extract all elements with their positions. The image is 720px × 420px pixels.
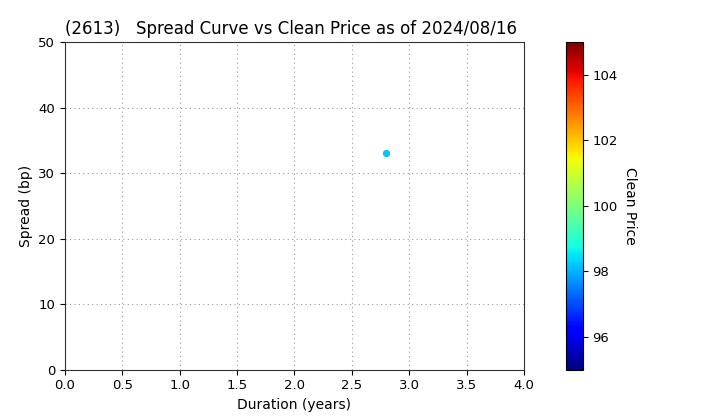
Point xyxy=(381,150,392,157)
Text: (2613)   Spread Curve vs Clean Price as of 2024/08/16: (2613) Spread Curve vs Clean Price as of… xyxy=(65,20,517,38)
Y-axis label: Spread (bp): Spread (bp) xyxy=(19,165,32,247)
X-axis label: Duration (years): Duration (years) xyxy=(238,398,351,412)
Y-axis label: Clean Price: Clean Price xyxy=(623,167,637,245)
